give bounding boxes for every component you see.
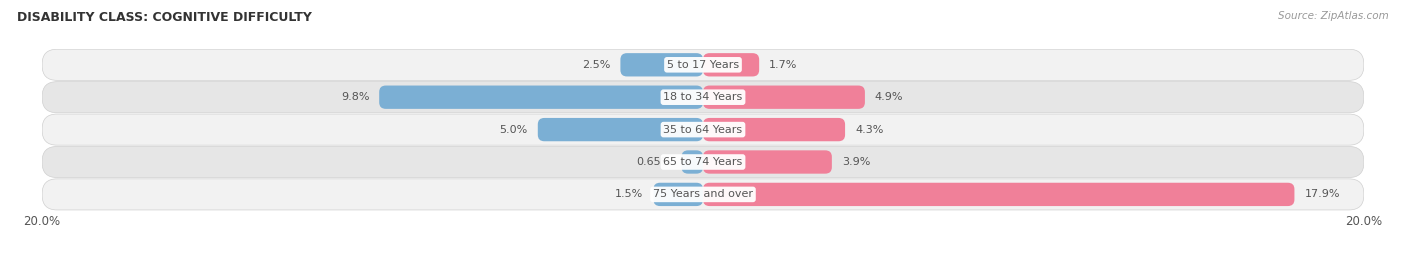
Text: 5 to 17 Years: 5 to 17 Years	[666, 60, 740, 70]
Text: 4.3%: 4.3%	[855, 124, 883, 135]
FancyBboxPatch shape	[42, 146, 1364, 178]
Text: 3.9%: 3.9%	[842, 157, 870, 167]
Text: 0.65%: 0.65%	[637, 157, 672, 167]
FancyBboxPatch shape	[703, 150, 832, 174]
FancyBboxPatch shape	[42, 82, 1364, 113]
FancyBboxPatch shape	[537, 118, 703, 141]
Text: 5.0%: 5.0%	[499, 124, 527, 135]
Text: 4.9%: 4.9%	[875, 92, 903, 102]
Text: DISABILITY CLASS: COGNITIVE DIFFICULTY: DISABILITY CLASS: COGNITIVE DIFFICULTY	[17, 11, 312, 24]
Text: 1.5%: 1.5%	[616, 189, 644, 200]
FancyBboxPatch shape	[380, 86, 703, 109]
FancyBboxPatch shape	[703, 86, 865, 109]
FancyBboxPatch shape	[42, 179, 1364, 210]
FancyBboxPatch shape	[620, 53, 703, 76]
Text: 18 to 34 Years: 18 to 34 Years	[664, 92, 742, 102]
FancyBboxPatch shape	[682, 150, 703, 174]
FancyBboxPatch shape	[42, 114, 1364, 145]
Text: 2.5%: 2.5%	[582, 60, 610, 70]
FancyBboxPatch shape	[703, 53, 759, 76]
FancyBboxPatch shape	[703, 118, 845, 141]
Text: 65 to 74 Years: 65 to 74 Years	[664, 157, 742, 167]
FancyBboxPatch shape	[42, 49, 1364, 80]
Text: 1.7%: 1.7%	[769, 60, 797, 70]
Text: 35 to 64 Years: 35 to 64 Years	[664, 124, 742, 135]
FancyBboxPatch shape	[654, 183, 703, 206]
Text: Source: ZipAtlas.com: Source: ZipAtlas.com	[1278, 11, 1389, 21]
Text: 9.8%: 9.8%	[340, 92, 370, 102]
Text: 75 Years and over: 75 Years and over	[652, 189, 754, 200]
Text: 17.9%: 17.9%	[1305, 189, 1340, 200]
FancyBboxPatch shape	[703, 183, 1295, 206]
